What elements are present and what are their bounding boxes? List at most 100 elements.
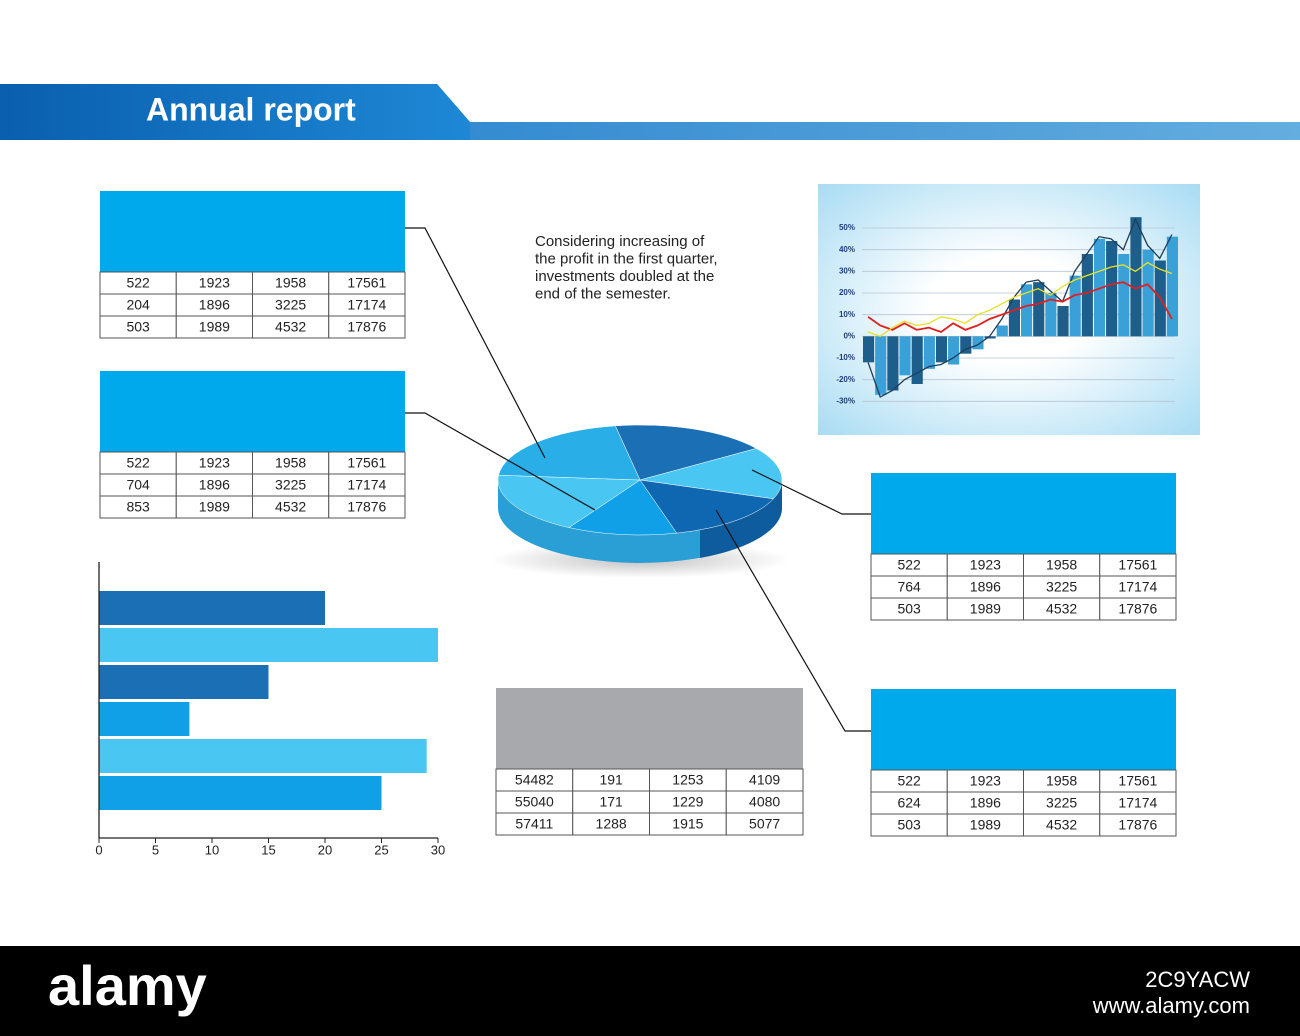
table-cell-text: 1253 bbox=[672, 772, 703, 788]
table-cell-text: 1229 bbox=[672, 794, 703, 810]
mini-bar bbox=[948, 336, 960, 365]
x-tick-label: 0 bbox=[95, 842, 102, 857]
table-cell bbox=[328, 495, 406, 519]
table-cell-text: 1989 bbox=[199, 319, 230, 335]
footer-url: www.alamy.com bbox=[1092, 993, 1250, 1018]
table-cell-text: 4532 bbox=[275, 319, 306, 335]
table-cell-text: 4532 bbox=[275, 499, 306, 515]
mini-bar bbox=[911, 336, 923, 384]
table-header bbox=[496, 688, 803, 769]
table-cell-text: 704 bbox=[126, 477, 150, 493]
y-tick-label: 10% bbox=[839, 310, 855, 319]
x-tick-label: 25 bbox=[374, 842, 388, 857]
pie-slice bbox=[639, 479, 774, 534]
table-header bbox=[100, 371, 405, 452]
note-line: Considering increasing of bbox=[535, 233, 705, 250]
pie-slice bbox=[614, 424, 757, 481]
connector bbox=[715, 509, 875, 732]
y-tick-label: -10% bbox=[836, 353, 855, 362]
y-tick-label: 0% bbox=[843, 331, 855, 340]
table-cell-text: 1288 bbox=[596, 816, 627, 832]
table-cell-text: 171 bbox=[599, 794, 623, 810]
table-cell bbox=[1099, 813, 1177, 837]
table-cell-text: 1958 bbox=[275, 275, 306, 291]
mini-bar bbox=[972, 336, 984, 350]
table-cell-text: 191 bbox=[599, 772, 623, 788]
mini-line bbox=[867, 261, 1173, 338]
y-tick-label: 40% bbox=[839, 245, 855, 254]
table-cell-text: 4532 bbox=[1046, 817, 1077, 833]
table-cell-text: 1989 bbox=[199, 499, 230, 515]
mini-bar bbox=[1021, 284, 1033, 337]
mini-bar bbox=[1106, 241, 1118, 337]
table-cell-text: 57411 bbox=[515, 816, 553, 832]
bar bbox=[99, 776, 382, 810]
mini-bar bbox=[996, 325, 1008, 337]
mini-bar bbox=[1069, 275, 1081, 337]
table-cell-text: 1923 bbox=[970, 557, 1001, 573]
y-tick-label: 30% bbox=[839, 266, 855, 275]
y-tick-label: 50% bbox=[839, 223, 855, 232]
y-tick-label: -30% bbox=[836, 396, 855, 405]
table-cell-text: 17174 bbox=[347, 477, 386, 493]
table-cell-text: 853 bbox=[126, 499, 150, 515]
table-cell-text: 3225 bbox=[275, 297, 306, 313]
table-cell-text: 1896 bbox=[199, 477, 230, 493]
table-cell-text: 17174 bbox=[1118, 795, 1157, 811]
footer-brand: alamy bbox=[48, 954, 207, 1017]
table-cell bbox=[328, 315, 406, 339]
table-cell-text: 4532 bbox=[1046, 601, 1077, 617]
table-cell-text: 17876 bbox=[1118, 601, 1157, 617]
table-cell-text: 17174 bbox=[1118, 579, 1157, 595]
mini-bar bbox=[960, 336, 972, 354]
table-cell bbox=[1099, 597, 1177, 621]
header-band bbox=[0, 84, 470, 140]
mini-bar bbox=[887, 336, 899, 391]
table-cell-text: 1915 bbox=[672, 816, 703, 832]
table-cell-text: 1896 bbox=[199, 297, 230, 313]
note-line: the profit in the first quarter, bbox=[535, 250, 718, 267]
mini-bar bbox=[935, 336, 948, 363]
table-cell-text: 17561 bbox=[1118, 557, 1157, 573]
table-cell-text: 503 bbox=[126, 319, 150, 335]
mini-bar bbox=[984, 336, 996, 339]
table-cell-text: 17561 bbox=[1118, 773, 1157, 789]
table-cell-text: 1958 bbox=[1046, 773, 1077, 789]
table-cell-text: 5077 bbox=[749, 816, 780, 832]
table-cell-text: 1896 bbox=[970, 795, 1001, 811]
table-cell-text: 204 bbox=[126, 297, 150, 313]
pie-slice bbox=[497, 474, 641, 528]
table-cell-text: 764 bbox=[897, 579, 921, 595]
table-header bbox=[100, 191, 405, 272]
table-cell bbox=[725, 812, 804, 836]
footer bbox=[0, 946, 1300, 1036]
table-cell-text: 522 bbox=[897, 773, 921, 789]
table-cell-text: 522 bbox=[897, 557, 921, 573]
mini-bar bbox=[1130, 217, 1142, 337]
pie-slice bbox=[568, 479, 678, 536]
pie-slice bbox=[639, 448, 783, 500]
table-cell-text: 1958 bbox=[1046, 557, 1077, 573]
table-cell-text: 54482 bbox=[515, 772, 554, 788]
table-cell-text: 17561 bbox=[347, 275, 386, 291]
table-cell-text: 522 bbox=[126, 275, 150, 291]
mini-line bbox=[867, 217, 1173, 398]
table-cell-text: 4109 bbox=[749, 772, 780, 788]
table-cell-text: 3225 bbox=[1046, 579, 1077, 595]
table-cell-text: 1989 bbox=[970, 601, 1001, 617]
bar bbox=[99, 702, 190, 736]
mini-bar bbox=[1118, 254, 1130, 337]
table-cell-text: 1923 bbox=[199, 455, 230, 471]
mini-bar bbox=[1166, 236, 1178, 337]
x-tick-label: 30 bbox=[431, 842, 445, 857]
bar bbox=[99, 739, 427, 773]
pie bbox=[497, 424, 783, 563]
mini-bar bbox=[1142, 249, 1154, 337]
note-line: investments doubled at the bbox=[535, 268, 714, 285]
mini-bar bbox=[899, 336, 911, 376]
y-tick-label: -20% bbox=[836, 375, 855, 384]
mini-bar bbox=[875, 336, 887, 395]
